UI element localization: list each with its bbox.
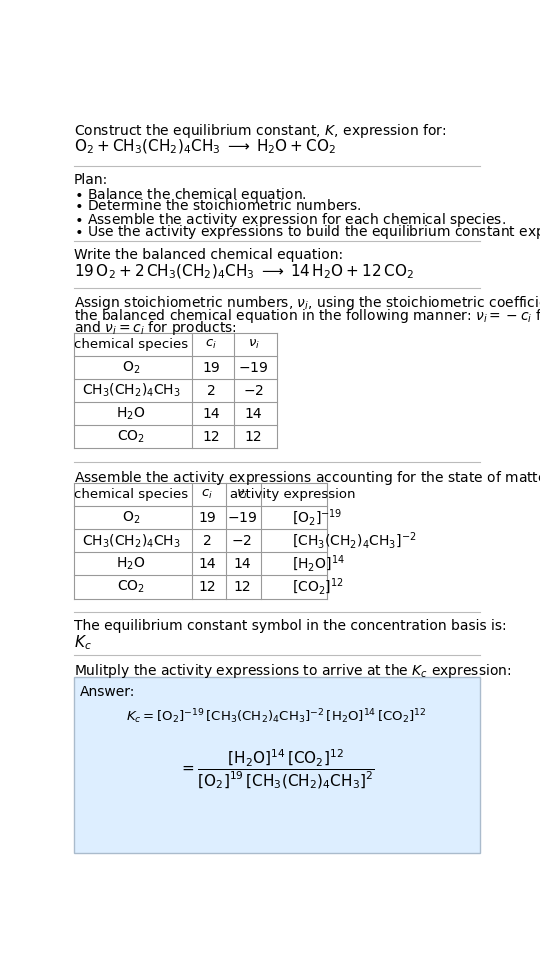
Text: 12: 12 [198,580,216,594]
Text: $-2$: $-2$ [243,384,264,398]
Text: $\bullet$ Use the activity expressions to build the equilibrium constant express: $\bullet$ Use the activity expressions t… [73,223,540,241]
Text: 12: 12 [233,580,251,594]
Text: $\bullet$ Assemble the activity expression for each chemical species.: $\bullet$ Assemble the activity expressi… [73,210,506,229]
Text: $\mathrm{H_2O}$: $\mathrm{H_2O}$ [117,405,146,422]
Text: 14: 14 [245,407,262,421]
Text: 19: 19 [198,510,216,525]
Text: $\mathrm{CO_2}$: $\mathrm{CO_2}$ [117,428,145,445]
Text: Write the balanced chemical equation:: Write the balanced chemical equation: [73,248,343,262]
Text: $\nu_i$: $\nu_i$ [247,338,259,351]
Text: $[\mathrm{CH_3(CH_2)_4CH_3}]^{-2}$: $[\mathrm{CH_3(CH_2)_4CH_3}]^{-2}$ [292,531,417,551]
Text: activity expression: activity expression [230,488,355,501]
Text: $\bullet$ Determine the stoichiometric numbers.: $\bullet$ Determine the stoichiometric n… [73,198,361,213]
FancyBboxPatch shape [73,677,480,853]
Text: Answer:: Answer: [80,685,136,699]
Text: $c_i$: $c_i$ [201,488,213,501]
Text: 2: 2 [202,534,211,548]
Text: $K_c$: $K_c$ [73,633,91,652]
Text: Construct the equilibrium constant, $K$, expression for:: Construct the equilibrium constant, $K$,… [73,122,446,140]
Text: 14: 14 [202,407,220,421]
Text: 19: 19 [202,361,220,374]
Text: Assign stoichiometric numbers, $\nu_i$, using the stoichiometric coefficients, $: Assign stoichiometric numbers, $\nu_i$, … [73,294,540,313]
Text: $-2$: $-2$ [231,534,252,548]
Text: $K_c = [\mathrm{O_2}]^{-19}\,[\mathrm{CH_3(CH_2)_4CH_3}]^{-2}\,[\mathrm{H_2O}]^{: $K_c = [\mathrm{O_2}]^{-19}\,[\mathrm{CH… [126,707,427,726]
Text: and $\nu_i = c_i$ for products:: and $\nu_i = c_i$ for products: [73,319,237,337]
Text: $= \dfrac{[\mathrm{H_2O}]^{14}\,[\mathrm{CO_2}]^{12}}{[\mathrm{O_2}]^{19}\,[\mat: $= \dfrac{[\mathrm{H_2O}]^{14}\,[\mathrm… [179,747,375,790]
Text: $[\mathrm{CO_2}]^{12}$: $[\mathrm{CO_2}]^{12}$ [292,577,344,597]
Text: $\nu_i$: $\nu_i$ [236,488,248,501]
Text: 12: 12 [202,429,220,444]
Text: $\mathrm{19\,O_2 + 2\,CH_3(CH_2)_4CH_3 \;\longrightarrow\; 14\,H_2O + 12\,CO_2}$: $\mathrm{19\,O_2 + 2\,CH_3(CH_2)_4CH_3 \… [73,262,414,281]
Text: $\mathrm{CH_3(CH_2)_4CH_3}$: $\mathrm{CH_3(CH_2)_4CH_3}$ [82,382,180,400]
Text: $-19$: $-19$ [238,361,269,374]
Text: Plan:: Plan: [73,173,108,187]
Text: $\bullet$ Balance the chemical equation.: $\bullet$ Balance the chemical equation. [73,186,307,204]
Text: The equilibrium constant symbol in the concentration basis is:: The equilibrium constant symbol in the c… [73,620,507,633]
Text: $\mathrm{H_2O}$: $\mathrm{H_2O}$ [117,556,146,572]
Text: $[\mathrm{O_2}]^{-19}$: $[\mathrm{O_2}]^{-19}$ [292,508,343,528]
Text: $\mathrm{CH_3(CH_2)_4CH_3}$: $\mathrm{CH_3(CH_2)_4CH_3}$ [82,532,180,549]
Text: $c_i$: $c_i$ [205,338,217,351]
Text: $-19$: $-19$ [227,510,257,525]
Text: the balanced chemical equation in the following manner: $\nu_i = -c_i$ for react: the balanced chemical equation in the fo… [73,307,540,325]
Text: $\mathrm{O_2}$: $\mathrm{O_2}$ [122,359,140,375]
Text: chemical species: chemical species [74,338,188,351]
Text: $\mathrm{CO_2}$: $\mathrm{CO_2}$ [117,579,145,595]
Text: chemical species: chemical species [74,488,188,501]
Text: 14: 14 [233,557,251,571]
Text: 14: 14 [198,557,216,571]
Text: 2: 2 [206,384,215,398]
Text: $\mathrm{O_2}$: $\mathrm{O_2}$ [122,510,140,526]
Text: Assemble the activity expressions accounting for the state of matter and $\nu_i$: Assemble the activity expressions accoun… [73,469,540,487]
Text: $\mathrm{O_2 + CH_3(CH_2)_4CH_3 \;\longrightarrow\; H_2O + CO_2}$: $\mathrm{O_2 + CH_3(CH_2)_4CH_3 \;\longr… [73,137,336,155]
Text: Mulitply the activity expressions to arrive at the $K_c$ expression:: Mulitply the activity expressions to arr… [73,662,511,679]
Text: 12: 12 [245,429,262,444]
Text: $[\mathrm{H_2O}]^{14}$: $[\mathrm{H_2O}]^{14}$ [292,554,345,574]
